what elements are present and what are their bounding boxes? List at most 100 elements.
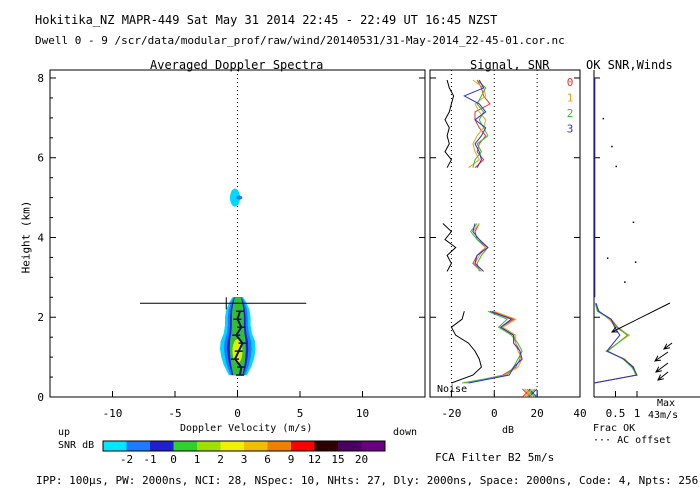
signal-series-3 (468, 310, 523, 384)
signal-x-tick-label: -20 (441, 407, 461, 420)
snr-scale-swatch (126, 441, 150, 451)
signal-x-marker (528, 388, 538, 398)
signal-panel: -20 0 20 40 0 1 2 3 (429, 69, 587, 420)
snr-scale-swatch (173, 441, 197, 451)
signal-series-0 (466, 310, 521, 384)
snr-scale-swatch (361, 441, 385, 451)
signal-series-1 (468, 79, 487, 169)
wind-arrow (654, 351, 669, 362)
signal-series-0 (474, 79, 491, 169)
frac-ok-label: Frac OK (593, 423, 636, 434)
signal-series-3 (463, 79, 487, 168)
wind-arrow (663, 342, 673, 350)
snr-scale-tick: 9 (288, 453, 295, 466)
wind-title: OK SNR,Winds (586, 58, 673, 72)
signal-x-tick-label: 20 (531, 407, 544, 420)
dwell-legend-3: 3 (567, 123, 574, 136)
ac-offset-dot (606, 257, 609, 259)
snr-scale-swatch (338, 441, 362, 451)
dwell-legend-1: 1 (567, 92, 574, 105)
x-tick-label: 5 (297, 407, 304, 420)
ac-offset-dot (624, 281, 626, 283)
signal-series-3 (472, 223, 489, 272)
signal-x-tick-label: 40 (573, 407, 586, 420)
signal-series-noise (444, 79, 455, 168)
ac-offset-dot (634, 261, 637, 263)
wind-arrow-head (663, 343, 670, 350)
down-label: down (393, 427, 418, 438)
signal-series-0 (472, 223, 487, 272)
snr-scale-tick: 12 (308, 453, 321, 466)
spectra-echo-upper-core (236, 195, 243, 200)
snr-scale-tick: 15 (331, 453, 344, 466)
footer-params: IPP: 100μs, PW: 2000ns, NCI: 28, NSpec: … (36, 474, 699, 487)
snr-scale-swatch (267, 441, 291, 451)
wind-panel: 0.5 1 (593, 70, 700, 420)
wind-arrow-max (611, 302, 671, 333)
max-label: Max (657, 398, 676, 409)
wind-arrow-max-head (610, 326, 619, 333)
snr-scale-label: SNR dB (58, 440, 95, 451)
max-value: 43m/s (648, 410, 679, 421)
ac-offset-dot (615, 165, 617, 168)
y-tick-label: 6 (37, 152, 44, 165)
spectra-title: Averaged Doppler Spectra (150, 58, 324, 72)
x-tick-label: -10 (103, 407, 123, 420)
height-axis-label: Height (km) (19, 200, 33, 274)
signal-title: Signal, SNR (470, 58, 550, 72)
snr-scale-tick: 3 (241, 453, 248, 466)
x-tick-label: -5 (168, 407, 181, 420)
snr-scale-swatch (150, 441, 174, 451)
x-tick-label: 0 (234, 407, 241, 420)
snr-scale-tick: 20 (355, 453, 368, 466)
noise-label: Noise (437, 384, 468, 395)
dwell-path: Dwell 0 - 9 /scr/data/modular_prof/raw/w… (35, 34, 565, 47)
signal-series-2 (472, 79, 489, 168)
filter-label: FCA Filter B2 5m/s (435, 451, 555, 464)
snr-scale-tick: 1 (194, 453, 201, 466)
wind-frac-series-1 (593, 303, 637, 384)
wind-arrow-head (657, 374, 664, 381)
y-tick-label: 8 (37, 72, 44, 85)
snr-scale-swatch (103, 441, 127, 451)
wind-x-tick-label: 1 (634, 407, 641, 420)
wind-frac-series-3 (593, 303, 638, 384)
signal-series-1 (464, 310, 523, 384)
signal-series-1 (472, 223, 487, 272)
signal-series-noise (450, 311, 482, 384)
wind-arrow (657, 371, 669, 381)
wind-frac-series-0 (593, 303, 637, 384)
y-tick-label: 0 (37, 391, 44, 404)
wind-frac-series-2 (593, 303, 638, 384)
snr-scale-swatch (244, 441, 268, 451)
snr-scale-tick: 6 (264, 453, 271, 466)
page-title: Hokitika_NZ MAPR-449 Sat May 31 2014 22:… (35, 13, 498, 27)
snr-scale-swatch (220, 441, 244, 451)
dwell-legend-2: 2 (567, 107, 574, 120)
snr-scale-tick: -1 (143, 453, 156, 466)
snr-scale-frame (102, 440, 386, 452)
ac-offset-dot (602, 117, 605, 120)
wind-arrow-head (654, 355, 661, 362)
signal-x-marker (522, 388, 531, 398)
spectra-echo-upper (230, 188, 240, 207)
signal-series-2 (462, 310, 523, 384)
dwell-legend-0: 0 (567, 76, 574, 89)
snr-scale-swatch (314, 441, 338, 451)
y-tick-label: 4 (37, 231, 44, 244)
x-tick-label: 10 (356, 407, 369, 420)
snr-scale-tick: 2 (217, 453, 224, 466)
signal-frame (429, 69, 581, 398)
ac-offset-dot (611, 145, 613, 148)
snr-scale-tick: 0 (170, 453, 177, 466)
snr-scale-swatch (197, 441, 221, 451)
signal-x-marker (526, 388, 536, 398)
wind-arrow-head (655, 366, 662, 373)
signal-x-marker (524, 388, 533, 398)
wind-arrow (655, 362, 669, 373)
snr-scale-swatch (291, 441, 315, 451)
signal-series-noise (442, 223, 457, 272)
snr-scale-tick: -2 (120, 453, 133, 466)
